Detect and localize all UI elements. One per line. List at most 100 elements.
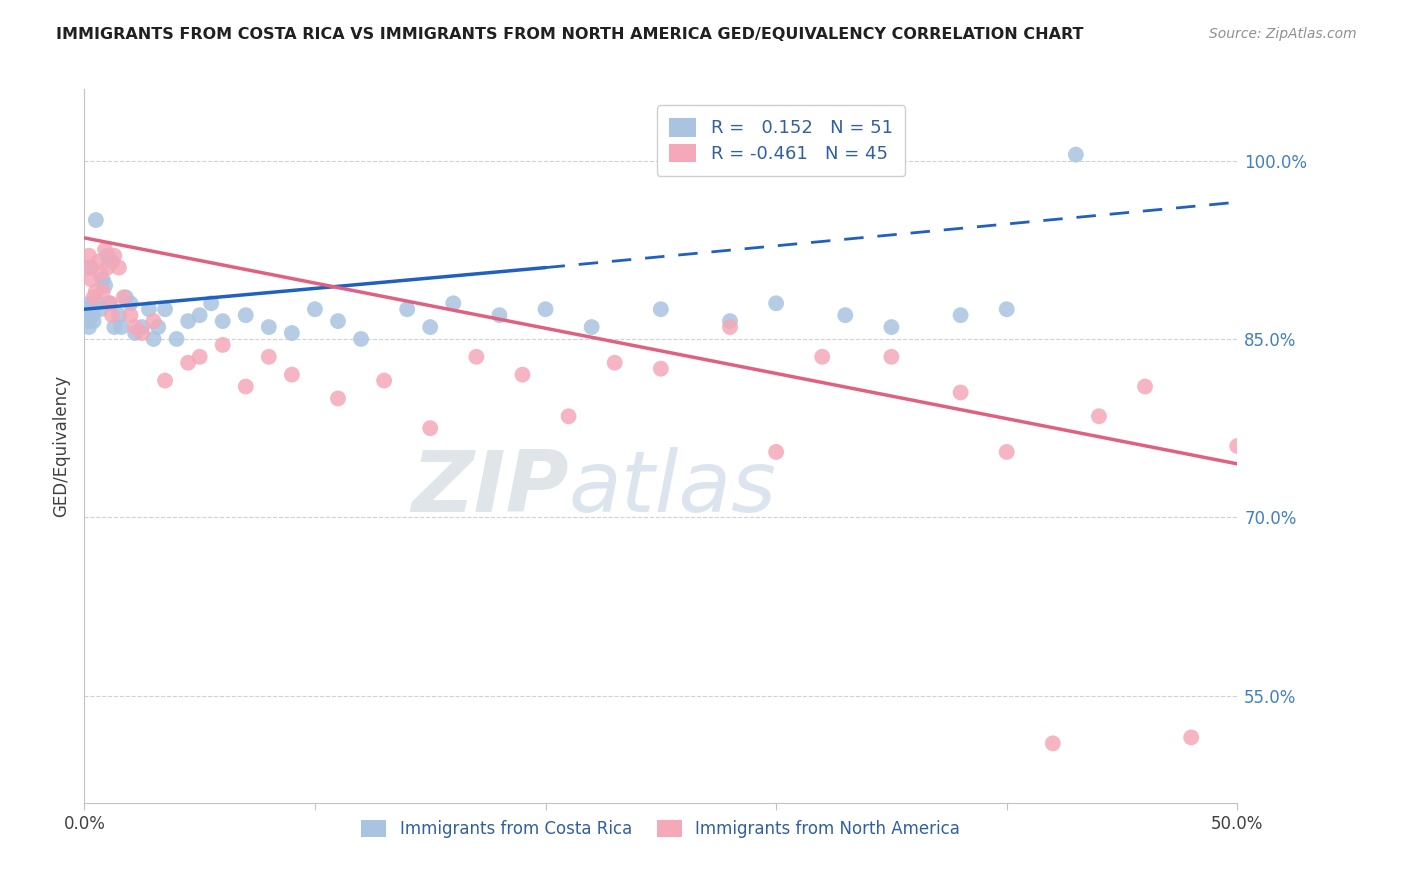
Point xyxy=(142,332,165,346)
Point xyxy=(87,254,110,268)
Point xyxy=(124,320,146,334)
Point xyxy=(76,302,98,317)
Point xyxy=(142,314,165,328)
Point xyxy=(281,368,304,382)
Point xyxy=(131,320,153,334)
Point xyxy=(146,320,169,334)
Point xyxy=(534,302,557,317)
Point xyxy=(94,243,117,257)
Point xyxy=(80,272,103,286)
Point xyxy=(84,213,107,227)
Point xyxy=(124,326,146,340)
Point xyxy=(110,320,132,334)
Point xyxy=(76,314,98,328)
Point xyxy=(1180,731,1202,745)
Point xyxy=(138,302,160,317)
Point xyxy=(188,350,211,364)
Point xyxy=(765,296,787,310)
Point xyxy=(211,338,233,352)
Point xyxy=(949,385,972,400)
Point xyxy=(177,314,200,328)
Legend: Immigrants from Costa Rica, Immigrants from North America: Immigrants from Costa Rica, Immigrants f… xyxy=(352,810,970,848)
Point xyxy=(326,392,349,406)
Point xyxy=(995,445,1018,459)
Point xyxy=(257,320,280,334)
Point xyxy=(82,308,104,322)
Point xyxy=(89,302,111,317)
Point xyxy=(373,374,395,388)
Point xyxy=(557,409,579,424)
Point xyxy=(1133,379,1156,393)
Point xyxy=(94,278,117,293)
Point xyxy=(326,314,349,328)
Point xyxy=(419,320,441,334)
Point xyxy=(87,296,110,310)
Point xyxy=(91,285,114,299)
Point xyxy=(80,260,103,275)
Point xyxy=(949,308,972,322)
Point xyxy=(79,296,101,310)
Point xyxy=(101,308,124,322)
Point xyxy=(101,254,124,268)
Point xyxy=(96,260,118,275)
Point xyxy=(488,308,510,322)
Point xyxy=(177,356,200,370)
Text: ZIP: ZIP xyxy=(411,447,568,531)
Point xyxy=(98,296,121,310)
Point xyxy=(211,314,233,328)
Point xyxy=(718,320,741,334)
Point xyxy=(650,302,672,317)
Point xyxy=(166,332,188,346)
Y-axis label: GED/Equivalency: GED/Equivalency xyxy=(52,375,70,517)
Text: Source: ZipAtlas.com: Source: ZipAtlas.com xyxy=(1209,27,1357,41)
Point xyxy=(153,302,176,317)
Point xyxy=(91,272,114,286)
Point xyxy=(1088,409,1111,424)
Point xyxy=(419,421,441,435)
Point xyxy=(120,308,142,322)
Point xyxy=(235,308,257,322)
Point xyxy=(77,320,100,334)
Text: atlas: atlas xyxy=(568,447,776,531)
Point xyxy=(718,314,741,328)
Point xyxy=(257,350,280,364)
Point xyxy=(465,350,488,364)
Point xyxy=(1226,439,1249,453)
Point xyxy=(396,302,419,317)
Point xyxy=(281,326,304,340)
Point xyxy=(512,368,534,382)
Point xyxy=(765,445,787,459)
Point xyxy=(89,267,111,281)
Point xyxy=(131,326,153,340)
Point xyxy=(84,285,107,299)
Point xyxy=(200,296,222,310)
Point xyxy=(834,308,856,322)
Point xyxy=(188,308,211,322)
Point xyxy=(96,249,118,263)
Point xyxy=(108,260,131,275)
Point xyxy=(995,302,1018,317)
Point xyxy=(1042,736,1064,750)
Point xyxy=(581,320,603,334)
Point xyxy=(880,320,903,334)
Point xyxy=(120,296,142,310)
Point xyxy=(98,296,121,310)
Point xyxy=(112,290,135,304)
Point xyxy=(76,260,98,275)
Point xyxy=(103,320,125,334)
Point xyxy=(83,314,105,328)
Point xyxy=(108,308,131,322)
Point xyxy=(83,290,105,304)
Point xyxy=(441,296,464,310)
Point xyxy=(103,249,125,263)
Point xyxy=(77,249,100,263)
Point xyxy=(304,302,326,317)
Point xyxy=(603,356,626,370)
Text: IMMIGRANTS FROM COSTA RICA VS IMMIGRANTS FROM NORTH AMERICA GED/EQUIVALENCY CORR: IMMIGRANTS FROM COSTA RICA VS IMMIGRANTS… xyxy=(56,27,1084,42)
Point xyxy=(1064,147,1087,161)
Point xyxy=(235,379,257,393)
Point xyxy=(350,332,373,346)
Point xyxy=(880,350,903,364)
Point xyxy=(811,350,834,364)
Point xyxy=(650,361,672,376)
